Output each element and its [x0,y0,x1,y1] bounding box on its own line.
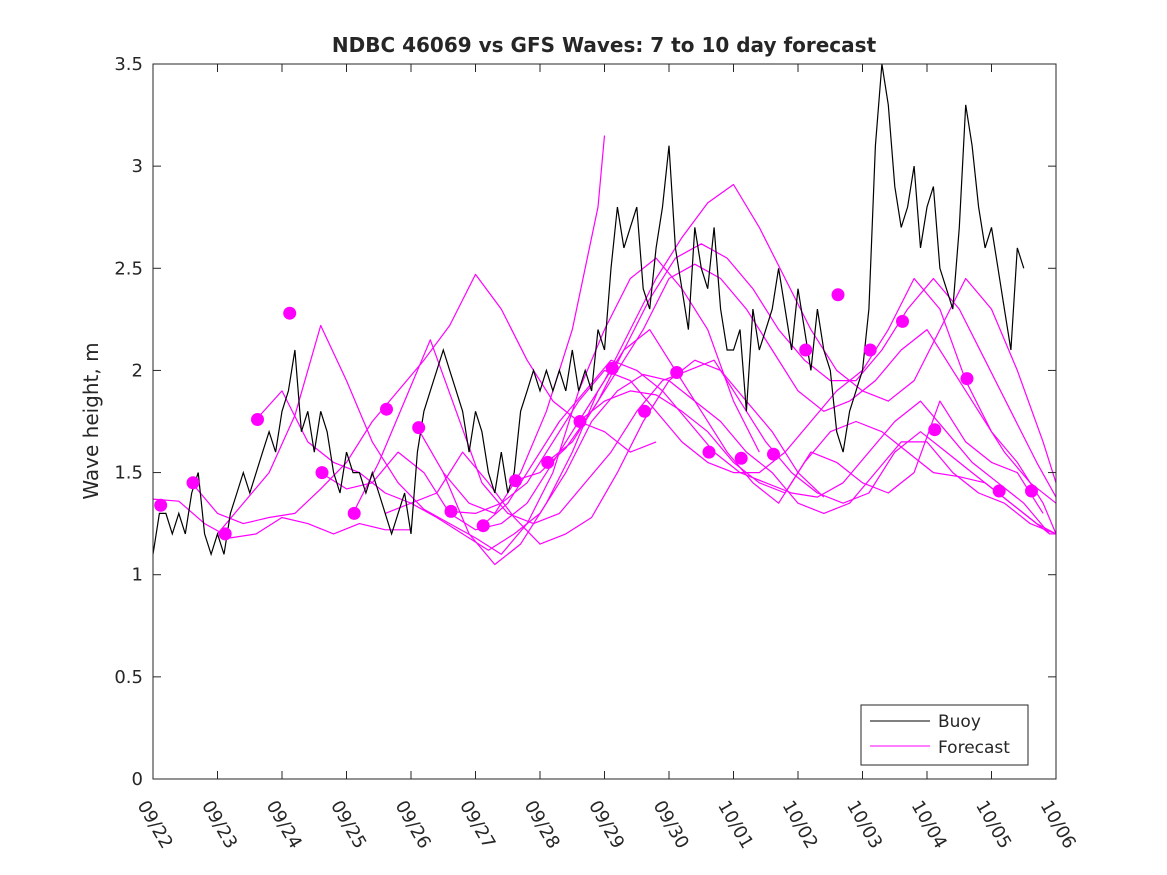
forecast-marker [638,404,651,418]
forecast-series-line [514,263,1057,504]
forecast-marker [702,445,716,459]
y-axis-label: Wave height, m [79,342,103,499]
forecast-series-line [481,359,1056,535]
forecast-marker [347,506,361,520]
forecast-marker [444,504,458,518]
forecast-marker [863,343,877,357]
forecast-marker [251,413,264,426]
y-tick-label: 0 [132,769,143,790]
forecast-series-line [546,243,1057,498]
forecast-marker [896,314,909,328]
forecast-marker [1025,484,1038,498]
forecast-marker [218,527,232,541]
forecast-marker [476,519,490,533]
forecast-marker [670,366,684,379]
forecast-marker [928,423,942,437]
forecast-series-line [255,359,825,545]
forecast-marker [605,361,619,375]
forecast-series-line [152,498,411,539]
forecast-series-line [217,257,760,555]
forecast-marker [315,466,329,480]
y-tick-label: 2.5 [114,258,143,279]
forecast-marker [573,415,587,428]
legend-forecast-label: Forecast [938,738,1010,758]
y-tick-label: 1 [132,565,143,586]
forecast-marker [186,476,200,490]
y-tick-label: 2 [132,360,143,381]
y-tick-label: 0.5 [114,667,143,688]
forecast-marker [509,474,522,488]
forecast-marker [283,306,297,320]
forecast-marker [412,421,426,435]
forecast-series-line [416,329,1057,566]
forecast-marker [992,484,1006,498]
forecast-marker [541,455,555,469]
forecast-series-line [442,135,606,515]
forecast-marker [734,451,748,465]
y-tick-label: 3 [132,156,143,177]
legend-box [860,704,1029,766]
forecast-series-line [320,390,1044,531]
forecast-marker [799,343,813,357]
buoy-series-line [152,63,1025,557]
y-tick-label: 3.5 [114,54,143,75]
forecast-marker [380,402,393,416]
legend-buoy-label: Buoy [938,712,981,732]
forecast-series-line [384,373,1057,551]
plot-area [152,63,1057,566]
legend: Buoy Forecast [860,704,1029,766]
forecast-series-line [352,339,1050,535]
forecast-marker [831,288,845,302]
chart-title: NDBC 46069 vs GFS Waves: 7 to 10 day for… [332,33,877,57]
forecast-marker [767,447,780,461]
forecast-marker [154,498,168,512]
y-tick-label: 1.5 [114,463,143,484]
forecast-marker [960,372,974,386]
